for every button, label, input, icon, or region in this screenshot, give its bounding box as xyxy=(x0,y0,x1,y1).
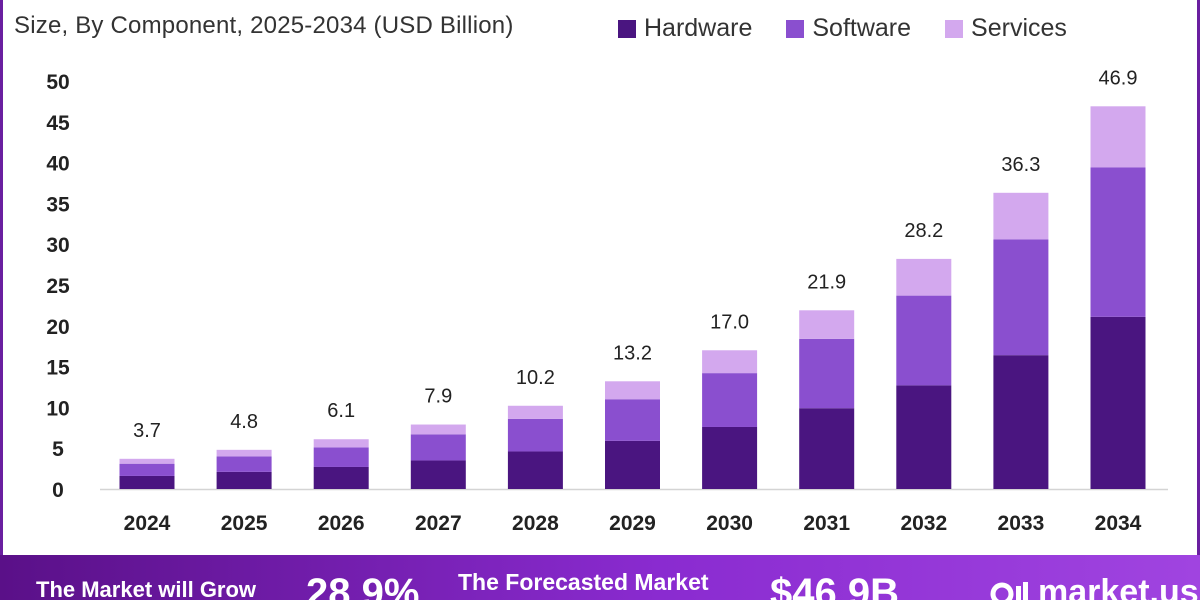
x-tick-label-2026: 2026 xyxy=(318,512,365,535)
bar-services-2024 xyxy=(119,458,175,464)
bar-services-2026 xyxy=(313,439,369,448)
x-tick-label-2029: 2029 xyxy=(609,512,656,535)
bar-software-2025 xyxy=(216,456,272,472)
legend-label-hardware: Hardware xyxy=(644,14,753,42)
bar-services-2025 xyxy=(216,449,272,457)
legend-swatch-services xyxy=(945,19,964,38)
y-tick-label-25: 25 xyxy=(46,275,70,298)
legend-item-hardware: Hardware xyxy=(618,14,752,43)
total-label-2026: 6.1 xyxy=(327,400,355,422)
bar-hardware-2029 xyxy=(605,440,660,489)
total-label-2032: 28.2 xyxy=(904,220,943,242)
legend-item-services: Services xyxy=(945,14,1067,43)
bar-software-2026 xyxy=(313,447,369,467)
total-label-2031: 21.9 xyxy=(807,271,846,293)
brand-logo: market.us xyxy=(990,573,1199,600)
bar-hardware-2032 xyxy=(896,385,952,489)
legend-label-software: Software xyxy=(812,14,912,42)
left-border xyxy=(0,0,3,555)
footer-banner: The Market will Grow 28.9% The Forecaste… xyxy=(0,555,1200,600)
total-label-2028: 10.2 xyxy=(516,367,555,389)
bar-hardware-2033 xyxy=(993,355,1049,489)
banner-grow-text: The Market will Grow xyxy=(36,577,257,600)
legend-label-services: Services xyxy=(971,14,1067,42)
bar-hardware-2026 xyxy=(313,466,369,489)
bar-services-2029 xyxy=(605,381,660,400)
right-border xyxy=(1197,0,1200,555)
bar-software-2028 xyxy=(507,418,563,452)
bar-software-2024 xyxy=(119,463,175,476)
total-label-2025: 4.8 xyxy=(230,411,258,433)
total-label-2030: 17.0 xyxy=(710,311,749,333)
legend-item-software: Software xyxy=(786,14,911,43)
bar-services-2028 xyxy=(507,405,563,419)
y-tick-label-40: 40 xyxy=(46,153,69,176)
x-tick-label-2025: 2025 xyxy=(221,512,268,535)
x-tick-label-2027: 2027 xyxy=(415,512,462,535)
bar-software-2031 xyxy=(799,338,855,409)
y-tick-label-30: 30 xyxy=(46,234,69,257)
total-label-2029: 13.2 xyxy=(613,342,652,364)
bar-software-2034 xyxy=(1090,167,1146,317)
chart-legend: Hardware Software Services xyxy=(618,14,1067,43)
bar-hardware-2027 xyxy=(410,460,466,489)
total-label-2033: 36.3 xyxy=(1001,154,1040,176)
bar-services-2030 xyxy=(702,350,758,374)
stacked-bar-chart: 051015202530354045503.720244.820256.1202… xyxy=(46,67,1168,535)
chart-subtitle: Size, By Component, 2025-2034 (USD Billi… xyxy=(14,12,514,39)
bar-services-2027 xyxy=(410,424,466,435)
y-tick-label-10: 10 xyxy=(46,397,69,420)
y-tick-label-15: 15 xyxy=(46,357,70,380)
y-tick-label-45: 45 xyxy=(46,112,70,135)
brand-logo-icon xyxy=(990,581,1028,600)
banner-forecast-value: $46.9B xyxy=(770,571,899,600)
bar-services-2031 xyxy=(799,310,855,339)
bar-hardware-2034 xyxy=(1090,316,1146,489)
bar-hardware-2031 xyxy=(799,408,855,489)
legend-swatch-software xyxy=(786,19,805,38)
y-tick-label-50: 50 xyxy=(46,71,69,94)
bar-software-2029 xyxy=(605,399,660,441)
brand-name: market.us xyxy=(1038,573,1199,600)
legend-swatch-hardware xyxy=(618,19,636,38)
bar-software-2030 xyxy=(702,373,758,427)
bar-software-2032 xyxy=(896,295,952,386)
y-tick-label-5: 5 xyxy=(52,438,64,461)
banner-cagr: 28.9% xyxy=(306,571,420,600)
total-label-2027: 7.9 xyxy=(424,386,452,408)
bar-hardware-2024 xyxy=(119,475,175,489)
x-tick-label-2030: 2030 xyxy=(706,512,753,535)
x-tick-label-2031: 2031 xyxy=(803,512,850,535)
total-label-2024: 3.7 xyxy=(133,420,161,442)
banner-forecast-text: The Forecasted Market xyxy=(458,569,709,595)
y-tick-label-20: 20 xyxy=(46,316,69,339)
bar-software-2033 xyxy=(993,239,1049,356)
x-tick-label-2028: 2028 xyxy=(512,512,559,535)
bar-services-2033 xyxy=(993,192,1049,240)
y-tick-label-35: 35 xyxy=(46,193,70,216)
bar-services-2032 xyxy=(896,258,952,296)
bar-services-2034 xyxy=(1090,106,1146,168)
x-tick-label-2034: 2034 xyxy=(1095,512,1142,535)
x-tick-label-2032: 2032 xyxy=(900,512,947,535)
bar-software-2027 xyxy=(410,434,466,461)
y-tick-label-0: 0 xyxy=(52,479,64,502)
total-label-2034: 46.9 xyxy=(1099,67,1138,89)
x-tick-label-2033: 2033 xyxy=(998,512,1045,535)
bar-hardware-2025 xyxy=(216,471,272,489)
bar-hardware-2028 xyxy=(507,451,563,489)
x-tick-label-2024: 2024 xyxy=(124,512,171,535)
bar-hardware-2030 xyxy=(702,426,758,489)
